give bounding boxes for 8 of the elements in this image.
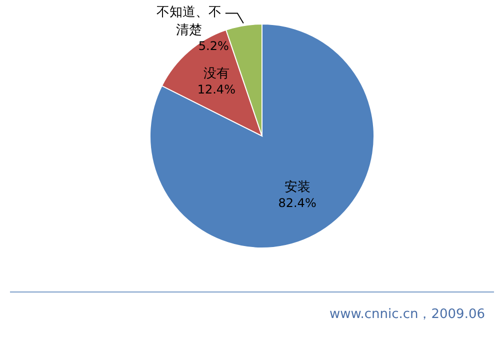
text: www.cnnic.cn，2009.06 [330,307,485,322]
data-label: 5.2% [198,39,229,53]
data-label: 12.4% [197,82,236,97]
slice-label: 安装 [284,179,310,196]
pie-slice [150,24,374,248]
slice-label: 没有 [203,66,230,82]
data-label: 82.4% [278,196,316,210]
slice-label: 不知道、不清楚 [156,5,222,38]
